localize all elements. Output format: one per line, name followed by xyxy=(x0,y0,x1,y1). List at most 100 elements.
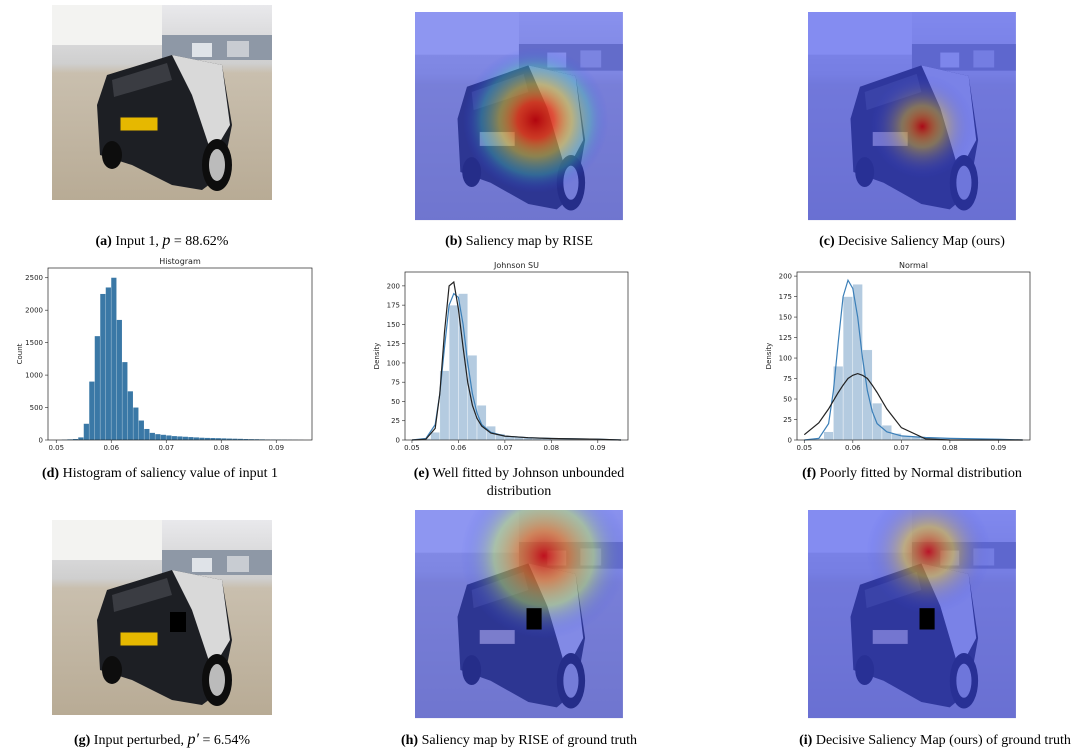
x-tick-label: 0.06 xyxy=(451,444,467,452)
y-tick-label: 1500 xyxy=(25,339,43,347)
x-tick-label: 0.09 xyxy=(991,444,1007,452)
y-tick-label: 0 xyxy=(396,437,400,445)
y-tick-label: 25 xyxy=(391,417,400,425)
y-axis-label: Count xyxy=(16,343,24,364)
y-tick-label: 125 xyxy=(387,340,400,348)
bar xyxy=(237,438,243,440)
axes-frame xyxy=(47,267,313,441)
y-axis-label: Density xyxy=(373,343,381,370)
y-tick-label: 150 xyxy=(779,314,792,322)
bar xyxy=(149,432,155,440)
y-tick-label: 50 xyxy=(391,398,400,406)
bar xyxy=(842,296,854,441)
bar xyxy=(122,362,128,440)
y-axis-label: Density xyxy=(765,343,773,370)
x-tick-label: 0.06 xyxy=(845,444,861,452)
caption: (b) Saliency map by RISE xyxy=(445,234,593,249)
bar xyxy=(458,293,468,441)
y-tick-label: 0 xyxy=(788,437,792,445)
density-line xyxy=(411,280,622,441)
caption: (a) Input 1, p = 88.62% xyxy=(96,232,229,249)
bar xyxy=(204,437,210,440)
y-tick-label: 100 xyxy=(779,355,792,363)
bar xyxy=(226,438,232,440)
axes-frame xyxy=(796,271,1031,441)
bar xyxy=(116,319,122,440)
y-tick-label: 125 xyxy=(779,334,792,342)
bar xyxy=(232,438,238,440)
bar xyxy=(852,284,863,441)
caption: (e) Well fitted by Johnson unbounded xyxy=(414,466,625,481)
x-tick-label: 0.07 xyxy=(894,444,910,452)
y-tick-label: 200 xyxy=(779,273,792,281)
x-tick-label: 0.08 xyxy=(544,444,560,452)
bar xyxy=(199,437,205,440)
bar xyxy=(476,405,487,441)
saliency-rise-gt xyxy=(414,509,624,719)
density-line xyxy=(804,278,1023,441)
x-tick-label: 0.05 xyxy=(796,444,812,452)
chart-title: Histogram xyxy=(159,257,201,266)
bar xyxy=(105,287,111,440)
x-tick-label: 0.07 xyxy=(158,444,174,452)
caption: (h) Saliency map by RISE of ground truth xyxy=(401,733,637,748)
bar xyxy=(430,432,441,441)
y-tick-label: 1000 xyxy=(25,372,43,380)
bar xyxy=(166,435,172,440)
y-tick-label: 0 xyxy=(39,437,43,445)
bar xyxy=(94,336,100,440)
bar xyxy=(72,439,78,440)
y-tick-label: 50 xyxy=(783,396,792,404)
y-tick-label: 75 xyxy=(783,375,792,383)
bar xyxy=(243,439,249,440)
y-tick-label: 150 xyxy=(387,321,400,329)
bar xyxy=(177,436,183,440)
bar xyxy=(138,420,144,440)
bar xyxy=(133,407,139,440)
bar xyxy=(210,438,216,440)
bar xyxy=(78,437,84,440)
bar xyxy=(188,437,194,440)
bar xyxy=(862,349,873,441)
bar xyxy=(83,423,89,440)
x-tick-label: 0.05 xyxy=(48,444,64,452)
bar xyxy=(160,434,166,440)
bar xyxy=(144,428,150,440)
saliency-ours-gt xyxy=(807,509,1017,719)
x-tick-label: 0.09 xyxy=(590,444,606,452)
bar xyxy=(193,437,199,440)
bar xyxy=(127,391,133,440)
bar xyxy=(254,439,260,440)
y-tick-label: 175 xyxy=(779,293,792,301)
saliency-rise xyxy=(414,11,624,221)
bar xyxy=(89,381,95,440)
axes-frame xyxy=(404,271,629,441)
bar xyxy=(221,438,227,440)
x-tick-label: 0.05 xyxy=(404,444,420,452)
bar xyxy=(215,438,221,440)
y-tick-label: 2500 xyxy=(25,274,43,282)
caption: (d) Histogram of saliency value of input… xyxy=(42,466,278,481)
y-tick-label: 25 xyxy=(783,416,792,424)
saliency-ours xyxy=(807,11,1017,221)
bar xyxy=(448,304,459,441)
bar xyxy=(872,402,883,441)
bar xyxy=(111,277,117,440)
bar xyxy=(155,434,161,440)
y-tick-label: 100 xyxy=(387,359,400,367)
chart-title: Johnson SU xyxy=(493,261,539,270)
bar xyxy=(248,439,254,440)
y-tick-label: 175 xyxy=(387,302,400,310)
caption: (i) Decisive Saliency Map (ours) of grou… xyxy=(799,733,1071,748)
caption: (f) Poorly fitted by Normal distribution xyxy=(802,466,1022,481)
input-image xyxy=(51,4,273,201)
y-tick-label: 500 xyxy=(30,404,43,412)
x-tick-label: 0.06 xyxy=(103,444,119,452)
y-tick-label: 200 xyxy=(387,282,400,290)
bar xyxy=(182,436,188,440)
bar xyxy=(467,355,478,441)
bar xyxy=(100,293,106,440)
y-tick-label: 2000 xyxy=(25,307,43,315)
